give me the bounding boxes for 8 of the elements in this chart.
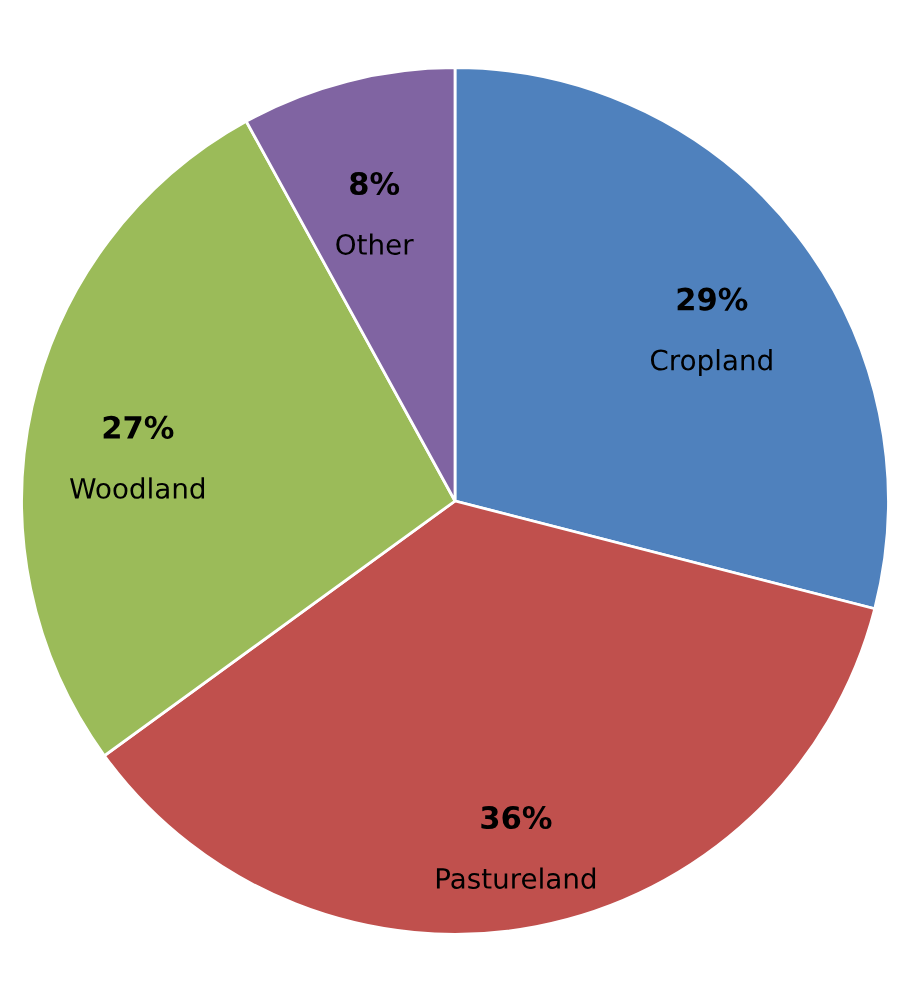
slice-label: Woodland — [70, 477, 205, 499]
slice-label: Other — [336, 233, 414, 255]
data-label: 27% — [103, 415, 174, 439]
data-label: 8% — [350, 171, 400, 196]
data-label: 29% — [677, 287, 748, 311]
data-label: 36% — [481, 806, 552, 830]
slice-label: Cropland — [650, 349, 772, 376]
slice-label: Pastureland — [436, 867, 596, 889]
